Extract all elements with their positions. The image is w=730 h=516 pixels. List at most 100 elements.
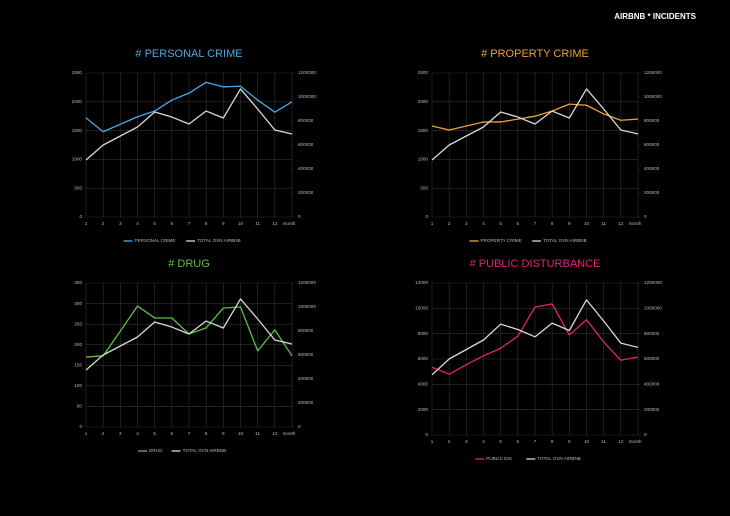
x-tick-label: 2 xyxy=(102,221,105,226)
x-tick-label: 4 xyxy=(136,221,139,226)
x-tick-label: 5 xyxy=(153,431,156,436)
legend-label: DRUG xyxy=(149,448,163,453)
y-tick-label: 2000 xyxy=(418,407,429,412)
y2-tick-label: 200000 xyxy=(644,407,660,412)
y-tick-label: 50 xyxy=(77,404,83,409)
y-tick-label: 100 xyxy=(74,383,82,388)
y-tick-label: 500 xyxy=(420,185,428,190)
x-tick-label: 1 xyxy=(85,431,88,436)
legend-label: TOTAL OVN AIRBNB xyxy=(197,238,241,243)
x-tick-label: 11 xyxy=(255,221,260,226)
x-tick-label: 3 xyxy=(465,221,468,226)
x-tick-label: 6 xyxy=(171,221,174,226)
y-tick-label: 2500 xyxy=(72,70,83,75)
x-axis-label: month xyxy=(629,439,642,444)
y2-tick-label: 800000 xyxy=(298,328,314,333)
x-tick-label: 9 xyxy=(568,221,571,226)
x-axis-label: month xyxy=(629,221,642,226)
x-tick-label: 12 xyxy=(272,431,278,436)
y2-tick-label: 400000 xyxy=(298,166,314,171)
y-tick-label: 0 xyxy=(79,214,82,219)
x-tick-label: 11 xyxy=(601,439,606,444)
x-tick-label: 7 xyxy=(188,221,191,226)
y2-tick-label: 800000 xyxy=(298,118,314,123)
y-tick-label: 200 xyxy=(74,342,82,347)
x-tick-label: 3 xyxy=(465,439,468,444)
x-tick-label: 11 xyxy=(255,431,260,436)
x-tick-label: 6 xyxy=(517,439,520,444)
y2-tick-label: 1000000 xyxy=(298,304,316,309)
y-tick-label: 8000 xyxy=(418,331,429,336)
y2-tick-label: 0 xyxy=(644,214,647,219)
y2-tick-label: 400000 xyxy=(644,166,660,171)
x-tick-label: 11 xyxy=(601,221,606,226)
y2-tick-label: 0 xyxy=(298,424,301,429)
x-tick-label: 5 xyxy=(153,221,156,226)
y-tick-label: 2000 xyxy=(418,99,429,104)
x-tick-label: 9 xyxy=(222,221,225,226)
x-tick-label: 10 xyxy=(238,221,244,226)
y2-tick-label: 1000000 xyxy=(644,306,662,311)
y2-tick-label: 1200000 xyxy=(644,280,662,285)
x-tick-label: 7 xyxy=(534,439,537,444)
page-title: AIRBNB * INCIDENTS xyxy=(614,12,696,21)
x-tick-label: 1 xyxy=(85,221,88,226)
x-tick-label: 4 xyxy=(482,221,485,226)
x-tick-label: 5 xyxy=(499,221,502,226)
series-line xyxy=(431,103,639,131)
x-tick-label: 10 xyxy=(584,439,590,444)
y2-tick-label: 1200000 xyxy=(298,280,316,285)
x-tick-label: 7 xyxy=(188,431,191,436)
x-tick-label: 10 xyxy=(584,221,590,226)
x-tick-label: 2 xyxy=(102,431,105,436)
x-tick-label: 7 xyxy=(534,221,537,226)
series-line xyxy=(431,299,639,376)
y-tick-label: 12000 xyxy=(415,280,428,285)
y2-tick-label: 600000 xyxy=(298,352,314,357)
y-tick-label: 2500 xyxy=(418,70,429,75)
series-line xyxy=(431,303,639,375)
y2-tick-label: 0 xyxy=(298,214,301,219)
y-tick-label: 0 xyxy=(425,214,428,219)
legend-label: PROPERTY CRIME xyxy=(481,238,522,243)
legend-label: TOTAL OVN AIRBNB xyxy=(543,238,587,243)
y-tick-label: 4000 xyxy=(418,382,429,387)
y2-tick-label: 600000 xyxy=(644,142,660,147)
x-tick-label: 6 xyxy=(171,431,174,436)
x-tick-label: 3 xyxy=(119,431,122,436)
y-tick-label: 1500 xyxy=(72,128,83,133)
legend-label: TOTAL OVN AIRBNB xyxy=(537,456,581,461)
legend-label: TOTAL OVN AIRBNB xyxy=(183,448,227,453)
chart-title: # PROPERTY CRIME xyxy=(481,48,589,60)
x-tick-label: 6 xyxy=(517,221,520,226)
x-tick-label: 3 xyxy=(119,221,122,226)
series-line xyxy=(85,298,293,371)
chart-title: # DRUG xyxy=(168,258,210,270)
x-tick-label: 1 xyxy=(431,439,434,444)
x-tick-label: 12 xyxy=(272,221,278,226)
x-tick-label: 4 xyxy=(482,439,485,444)
y-tick-label: 250 xyxy=(74,321,82,326)
legend-label: PUBLIC DIS xyxy=(486,456,512,461)
y-tick-label: 300 xyxy=(74,301,82,306)
y2-tick-label: 400000 xyxy=(298,376,314,381)
y-tick-label: 1000 xyxy=(418,157,429,162)
x-tick-label: 8 xyxy=(205,431,208,436)
x-tick-label: 8 xyxy=(205,221,208,226)
x-tick-label: 9 xyxy=(222,431,225,436)
y2-tick-label: 1200000 xyxy=(644,70,662,75)
y2-tick-label: 800000 xyxy=(644,331,660,336)
x-tick-label: 1 xyxy=(431,221,434,226)
x-tick-label: 12 xyxy=(618,439,624,444)
y-tick-label: 500 xyxy=(74,185,82,190)
legend-label: PERSONAL CRIME xyxy=(135,238,176,243)
x-tick-label: 8 xyxy=(551,439,554,444)
x-tick-label: 10 xyxy=(238,431,244,436)
x-tick-label: 2 xyxy=(448,221,451,226)
x-tick-label: 5 xyxy=(499,439,502,444)
y2-tick-label: 200000 xyxy=(644,190,660,195)
y-tick-label: 150 xyxy=(74,363,82,368)
y-tick-label: 350 xyxy=(74,280,82,285)
